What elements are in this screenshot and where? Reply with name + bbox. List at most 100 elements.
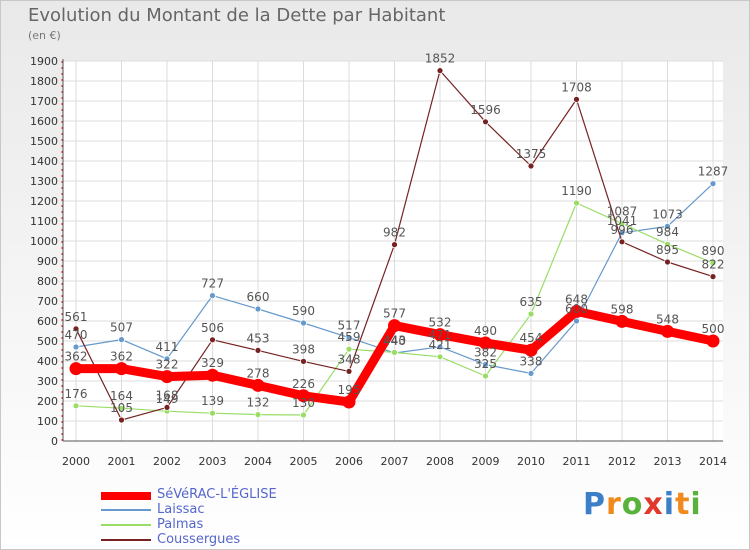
- data-label-palmas-2001: 164: [110, 389, 133, 403]
- data-label-coussergues-2014: 822: [702, 258, 725, 272]
- point-coussergues-2011: [573, 96, 580, 103]
- y-tick-label-1300: 1300: [30, 175, 58, 188]
- point-severac-2014: [706, 334, 720, 348]
- x-tick-label-2013: 2013: [654, 455, 682, 468]
- y-tick-label-200: 200: [37, 395, 58, 408]
- point-severac-2010: [524, 343, 538, 357]
- data-label-laissac-2006: 517: [338, 319, 361, 333]
- y-tick-label-1800: 1800: [30, 75, 58, 88]
- data-label-palmas-2011: 1190: [561, 184, 592, 198]
- y-tick-label-1500: 1500: [30, 135, 58, 148]
- plot-area: [63, 61, 723, 441]
- legend-label-severac: SéVéRAC-L'ÉGLISE: [157, 487, 277, 502]
- y-tick-label-100: 100: [37, 415, 58, 428]
- chart-subtitle: (en €): [28, 29, 61, 42]
- data-label-severac-2011: 648: [565, 292, 588, 306]
- brand-letter-4: x: [643, 487, 664, 522]
- x-tick-label-2009: 2009: [472, 455, 500, 468]
- point-coussergues-2009: [482, 118, 489, 126]
- point-laissac-2006: [345, 334, 353, 342]
- point-laissac-2008: [436, 343, 444, 351]
- data-label-laissac-2003: 727: [201, 277, 224, 291]
- point-coussergues-2003: [209, 336, 216, 344]
- brand-letter-2: r: [606, 487, 622, 522]
- point-laissac-2003: [209, 292, 216, 300]
- legend-label-coussergues: Coussergues: [157, 532, 241, 547]
- x-tick-label-2002: 2002: [153, 455, 181, 468]
- data-label-coussergues-2013: 895: [656, 243, 679, 257]
- point-laissac-2001: [118, 336, 125, 344]
- point-coussergues-2010: [527, 162, 535, 170]
- data-label-palmas-2014: 890: [702, 244, 725, 258]
- y-tick-label-1000: 1000: [30, 235, 58, 248]
- point-coussergues-2012: [618, 238, 626, 246]
- data-label-coussergues-2012: 996: [611, 223, 634, 237]
- y-tick-label-1400: 1400: [30, 155, 58, 168]
- data-label-coussergues-2006: 348: [338, 352, 361, 366]
- brand-logo: Proxiti: [583, 487, 702, 522]
- x-tick-label-2005: 2005: [290, 455, 318, 468]
- data-label-severac-2006: 195: [338, 383, 361, 397]
- x-tick-label-2008: 2008: [426, 455, 454, 468]
- brand-letter-1: P: [583, 487, 606, 522]
- point-severac-2012: [615, 314, 629, 328]
- point-palmas-2007: [391, 348, 398, 356]
- data-label-coussergues-2010: 1375: [516, 147, 547, 161]
- data-label-laissac-2011: 600: [565, 302, 588, 316]
- legend-swatch-coussergues: [101, 539, 151, 541]
- point-laissac-2002: [163, 355, 171, 363]
- point-coussergues-2000: [72, 325, 80, 333]
- data-label-severac-2014: 500: [702, 322, 725, 336]
- data-label-palmas-2002: 149: [156, 392, 179, 406]
- data-label-severac-2000: 362: [65, 350, 88, 364]
- point-laissac-2000: [72, 343, 80, 351]
- point-coussergues-2013: [664, 258, 671, 266]
- point-severac-2000: [69, 362, 83, 376]
- data-label-palmas-2004: 132: [247, 396, 270, 410]
- point-palmas-2003: [209, 409, 216, 417]
- data-label-severac-2003: 329: [201, 356, 224, 370]
- data-label-laissac-2010: 338: [520, 354, 543, 368]
- point-coussergues-2007: [391, 241, 398, 249]
- y-tick-label-0: 0: [51, 435, 58, 448]
- x-tick-label-2001: 2001: [108, 455, 136, 468]
- data-label-coussergues-2002: 168: [156, 388, 179, 402]
- y-tick-label-900: 900: [37, 255, 58, 268]
- data-label-coussergues-2001: 105: [110, 401, 133, 415]
- data-label-palmas-2012: 1087: [607, 205, 638, 219]
- data-label-palmas-2007: 443: [383, 333, 406, 347]
- data-label-coussergues-2011: 1708: [561, 80, 592, 94]
- data-label-severac-2001: 362: [110, 350, 133, 364]
- x-tick-label-2006: 2006: [335, 455, 363, 468]
- y-tick-label-1900: 1900: [30, 55, 58, 68]
- point-palmas-2000: [72, 402, 80, 410]
- brand-letter-3: o: [621, 487, 644, 522]
- x-tick-label-2004: 2004: [244, 455, 272, 468]
- data-label-severac-2005: 226: [292, 377, 315, 391]
- data-label-severac-2002: 322: [156, 358, 179, 372]
- data-label-severac-2008: 532: [429, 316, 452, 330]
- data-label-severac-2009: 490: [474, 324, 497, 338]
- data-label-palmas-2005: 130: [292, 396, 315, 410]
- data-label-laissac-2002: 411: [156, 340, 179, 354]
- data-label-palmas-2010: 635: [520, 295, 543, 309]
- point-laissac-2014: [709, 180, 717, 188]
- data-label-laissac-2004: 660: [247, 290, 270, 304]
- data-label-palmas-2000: 176: [65, 387, 88, 401]
- point-palmas-2012: [618, 220, 626, 228]
- data-label-coussergues-2009: 1596: [470, 103, 501, 117]
- x-tick-label-2010: 2010: [517, 455, 545, 468]
- data-label-laissac-2001: 507: [110, 321, 133, 335]
- chart-title: Evolution du Montant de la Dette par Hab…: [28, 5, 446, 26]
- point-palmas-2013: [664, 240, 671, 248]
- point-severac-2003: [206, 368, 219, 382]
- point-palmas-2005: [300, 411, 307, 419]
- data-label-severac-2012: 598: [611, 302, 634, 316]
- data-label-coussergues-2000: 561: [65, 310, 88, 324]
- data-label-palmas-2008: 421: [429, 338, 452, 352]
- x-tick-label-2003: 2003: [199, 455, 227, 468]
- point-severac-2007: [388, 319, 401, 333]
- point-laissac-2005: [300, 319, 307, 327]
- y-tick-label-400: 400: [37, 355, 58, 368]
